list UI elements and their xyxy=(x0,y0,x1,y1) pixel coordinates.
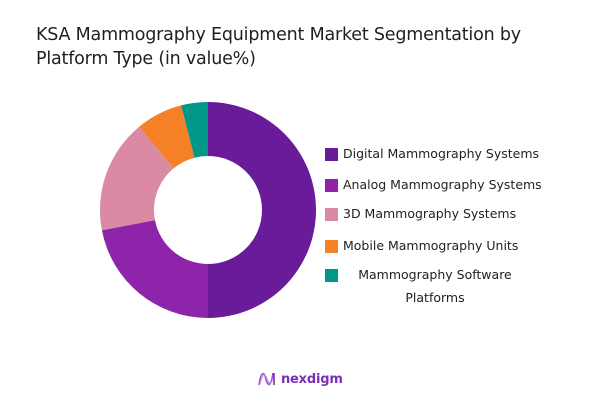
legend-label-software: Mammography Software Platforms xyxy=(335,263,535,309)
legend-label-mobile: Mobile Mammography Units xyxy=(343,238,519,253)
donut-slice-analog xyxy=(101,220,208,318)
chart-title-line-2: Platform Type (in value%) xyxy=(36,49,256,69)
legend-swatch-mobile xyxy=(325,240,338,253)
chart-title: KSA Mammography Equipment Market Segment… xyxy=(36,23,576,71)
legend-swatch-software xyxy=(325,269,338,282)
brand-logo: nexdigm xyxy=(258,371,343,387)
donut-slice-3d xyxy=(100,126,174,231)
brand-name: nexdigm xyxy=(281,371,343,387)
donut-slice-mobile xyxy=(139,105,195,169)
legend-item-3d: 3D Mammography Systems xyxy=(325,206,585,225)
legend-label-analog: Analog Mammography Systems xyxy=(343,177,542,192)
legend-label-digital: Digital Mammography Systems xyxy=(343,146,540,161)
legend-label-3d: 3D Mammography Systems xyxy=(343,206,517,221)
chart-title-line-1: KSA Mammography Equipment Market Segment… xyxy=(36,25,521,45)
legend-item-analog: Analog Mammography Systems xyxy=(325,177,585,196)
legend-item-mobile: Mobile Mammography Units xyxy=(325,238,585,257)
legend-swatch-analog xyxy=(325,179,338,192)
legend-label-software-line-2: Platforms xyxy=(405,290,465,305)
donut-slice-digital xyxy=(208,102,316,318)
legend-item-digital: Digital Mammography Systems xyxy=(325,146,585,165)
legend-label-software-line-1: Mammography Software xyxy=(358,267,512,282)
legend-swatch-3d xyxy=(325,208,338,221)
legend-swatch-digital xyxy=(325,148,338,161)
nexdigm-wave-logo-icon xyxy=(258,372,275,386)
legend-item-software: Mammography Software Platforms xyxy=(325,267,585,309)
donut-slice-software xyxy=(181,102,208,158)
